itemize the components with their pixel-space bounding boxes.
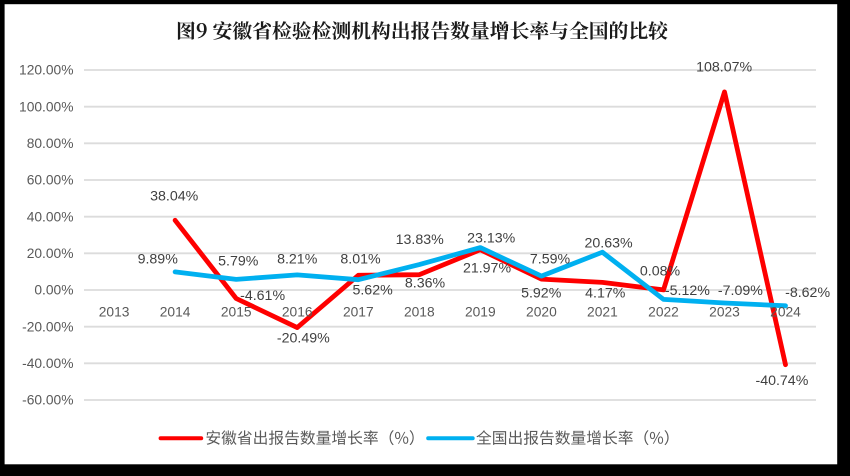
svg-text:5.79%: 5.79% — [218, 254, 259, 270]
svg-text:2018: 2018 — [404, 304, 435, 319]
svg-text:4.17%: 4.17% — [585, 286, 626, 302]
svg-text:2021: 2021 — [587, 304, 618, 319]
svg-text:108.07%: 108.07% — [696, 59, 752, 75]
svg-text:0.00%: 0.00% — [34, 283, 73, 298]
svg-text:100.00%: 100.00% — [19, 99, 73, 114]
svg-text:5.92%: 5.92% — [521, 286, 562, 302]
svg-text:80.00%: 80.00% — [27, 136, 74, 151]
svg-text:8.36%: 8.36% — [405, 276, 446, 292]
svg-text:7.59%: 7.59% — [530, 252, 571, 268]
svg-text:2013: 2013 — [99, 304, 130, 319]
svg-text:8.21%: 8.21% — [277, 252, 318, 268]
svg-text:20.00%: 20.00% — [27, 246, 74, 261]
svg-text:23.13%: 23.13% — [467, 231, 516, 247]
svg-text:-20.49%: -20.49% — [277, 331, 330, 347]
svg-text:2016: 2016 — [282, 304, 313, 319]
svg-text:2020: 2020 — [526, 304, 557, 319]
svg-text:20.63%: 20.63% — [585, 236, 634, 252]
svg-text:2019: 2019 — [465, 304, 496, 319]
svg-text:-4.61%: -4.61% — [240, 288, 285, 304]
svg-text:120.00%: 120.00% — [19, 63, 73, 78]
svg-text:2014: 2014 — [160, 304, 191, 319]
svg-text:0.08%: 0.08% — [640, 264, 681, 280]
svg-text:-40.00%: -40.00% — [22, 356, 73, 371]
svg-text:2022: 2022 — [648, 304, 679, 319]
svg-text:38.04%: 38.04% — [150, 188, 199, 204]
svg-text:-20.00%: -20.00% — [22, 319, 73, 334]
svg-text:-40.74%: -40.74% — [755, 373, 808, 389]
svg-text:5.62%: 5.62% — [352, 283, 393, 299]
svg-text:-5.12%: -5.12% — [665, 283, 710, 299]
svg-text:-8.62%: -8.62% — [785, 285, 830, 301]
svg-text:2023: 2023 — [709, 304, 740, 319]
svg-text:13.83%: 13.83% — [396, 232, 445, 248]
svg-text:-60.00%: -60.00% — [22, 393, 73, 408]
svg-text:21.97%: 21.97% — [463, 261, 512, 277]
svg-text:60.00%: 60.00% — [27, 173, 74, 188]
svg-text:8.01%: 8.01% — [340, 252, 381, 268]
svg-text:9.89%: 9.89% — [138, 252, 179, 268]
svg-text:2017: 2017 — [343, 304, 374, 319]
svg-text:40.00%: 40.00% — [27, 209, 74, 224]
svg-text:2024: 2024 — [770, 304, 801, 319]
svg-text:-7.09%: -7.09% — [718, 283, 763, 299]
svg-text:2015: 2015 — [221, 304, 252, 319]
